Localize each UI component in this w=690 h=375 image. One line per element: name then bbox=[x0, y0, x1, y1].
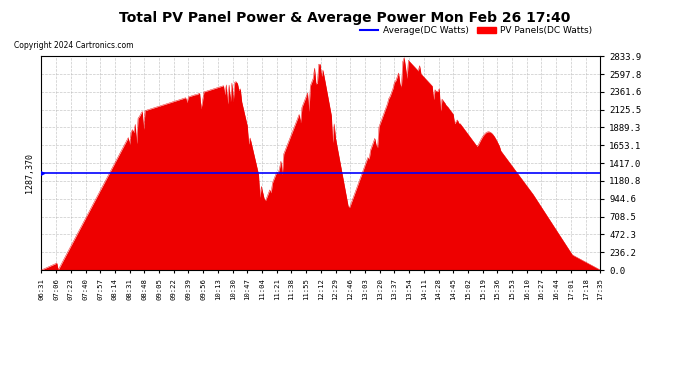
Text: Copyright 2024 Cartronics.com: Copyright 2024 Cartronics.com bbox=[14, 41, 133, 50]
Text: Total PV Panel Power & Average Power Mon Feb 26 17:40: Total PV Panel Power & Average Power Mon… bbox=[119, 11, 571, 25]
Text: 1287,370: 1287,370 bbox=[25, 153, 34, 193]
Legend: Average(DC Watts), PV Panels(DC Watts): Average(DC Watts), PV Panels(DC Watts) bbox=[357, 22, 595, 39]
